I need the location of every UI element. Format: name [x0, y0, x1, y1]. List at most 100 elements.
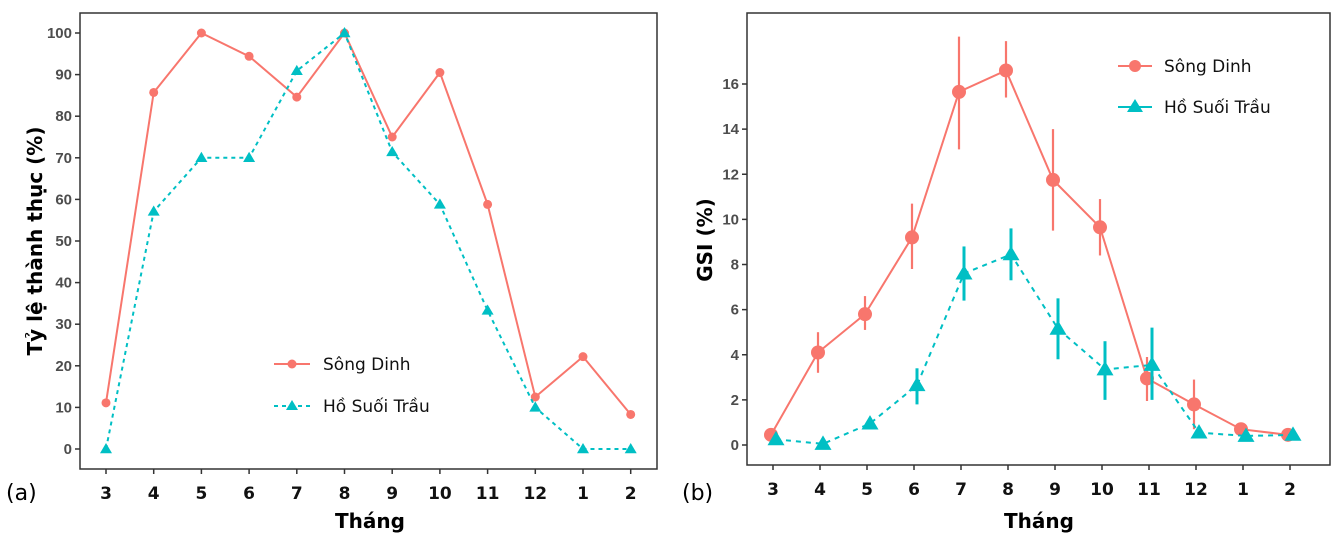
data-point	[100, 443, 112, 454]
data-point	[529, 401, 542, 412]
panel-a-series	[100, 27, 637, 454]
data-point	[767, 430, 785, 446]
x-tick-label: 12	[523, 484, 547, 504]
y-tick-label: 12	[722, 166, 739, 183]
series-ho-suoi-trau	[100, 27, 637, 454]
data-point	[905, 230, 919, 245]
x-tick-label: 7	[955, 480, 967, 500]
data-point	[1187, 397, 1201, 412]
data-point	[626, 409, 636, 419]
legend-marker-circle	[1129, 60, 1141, 72]
y-tick-label: 10	[722, 211, 739, 228]
y-tick-label: 0	[64, 441, 72, 458]
data-point	[290, 64, 303, 76]
panel-b-x-axis-title: Tháng	[1004, 509, 1074, 533]
data-point	[858, 307, 872, 322]
legend-item-song-dinh: Sông Dinh	[274, 355, 411, 375]
data-point	[101, 398, 111, 408]
data-point	[955, 265, 973, 280]
series-song-dinh	[101, 28, 636, 419]
y-tick-label: 20	[55, 358, 72, 375]
data-point	[1237, 427, 1255, 442]
data-point	[292, 92, 302, 102]
data-point	[1093, 220, 1107, 235]
x-tick-label: 6	[908, 480, 920, 500]
data-point	[1049, 320, 1067, 335]
data-point	[195, 151, 208, 162]
data-point	[999, 63, 1013, 78]
y-tick-label: 8	[731, 257, 739, 274]
data-point	[149, 87, 159, 97]
legend-label-song-dinh: Sông Dinh	[323, 355, 411, 375]
panel-b-x-ticks: 3 4 5 6 7 8 9 10 11 12 1 2	[767, 465, 1296, 500]
legend-item-song-dinh: Sông Dinh	[1118, 57, 1252, 77]
y-tick-label: 16	[722, 76, 739, 93]
x-tick-label: 11	[476, 484, 500, 504]
data-point	[578, 352, 588, 362]
panel-a-x-axis-title: Tháng	[335, 509, 405, 533]
x-tick-label: 7	[291, 484, 303, 504]
legend-marker-triangle	[286, 400, 298, 410]
data-point	[1096, 360, 1114, 376]
legend-marker-triangle	[1127, 99, 1143, 112]
data-point	[196, 28, 206, 38]
data-point	[147, 205, 160, 216]
data-point	[1190, 424, 1208, 439]
y-tick-label: 10	[55, 399, 72, 416]
data-point	[243, 151, 256, 162]
data-point	[908, 376, 926, 392]
x-tick-label: 2	[1284, 480, 1296, 500]
y-tick-label: 4	[731, 347, 740, 364]
series-line	[770, 69, 1289, 436]
data-point	[338, 27, 351, 38]
y-tick-label: 6	[731, 302, 739, 319]
x-tick-label: 9	[1049, 480, 1061, 500]
x-tick-label: 9	[386, 484, 398, 504]
data-point	[387, 132, 397, 142]
panel-b-plot-frame	[746, 12, 1331, 466]
x-tick-label: 2	[625, 484, 637, 504]
x-tick-label: 6	[243, 484, 255, 504]
data-point	[952, 84, 966, 99]
panel-b-label: (b)	[682, 481, 713, 506]
panel-b-y-axis-title: GSI (%)	[693, 198, 717, 282]
x-tick-label: 3	[100, 484, 112, 504]
data-point	[577, 443, 589, 454]
legend-label-ho-suoi-trau: Hồ Suối Trầu	[1164, 97, 1271, 118]
x-tick-label: 11	[1137, 480, 1161, 500]
panel-a-label: (a)	[6, 481, 37, 506]
panel-b-series	[764, 36, 1302, 450]
series-line	[105, 31, 632, 416]
x-tick-label: 8	[339, 484, 351, 504]
data-point	[1046, 172, 1060, 187]
x-tick-label: 12	[1184, 480, 1208, 500]
data-point	[481, 304, 494, 315]
data-point	[530, 392, 540, 402]
data-point	[814, 435, 832, 450]
x-tick-label: 5	[195, 484, 207, 504]
x-tick-label: 1	[577, 484, 589, 504]
panel-b-y-ticks: 0 2 4 6 8 10 12 14 16	[722, 76, 747, 454]
panel-a-y-ticks: 0 10 20 30 40 50 60 70 80 90 100	[47, 25, 80, 458]
y-tick-label: 0	[731, 437, 739, 454]
legend-label-ho-suoi-trau: Hồ Suối Trầu	[323, 396, 430, 417]
y-tick-label: 80	[55, 108, 72, 125]
data-point	[483, 199, 493, 209]
data-point	[386, 145, 399, 157]
y-tick-label: 60	[55, 191, 72, 208]
data-point	[811, 345, 825, 360]
data-point	[433, 198, 446, 209]
data-point	[1002, 245, 1020, 261]
x-tick-label: 3	[767, 480, 779, 500]
y-tick-label: 50	[55, 233, 72, 250]
y-tick-label: 30	[55, 316, 72, 333]
data-point	[861, 415, 879, 430]
x-tick-label: 5	[861, 480, 873, 500]
legend-item-ho-suoi-trau: Hồ Suối Trầu	[274, 396, 430, 417]
series-ho-suoi-trau	[767, 228, 1302, 450]
series-line	[105, 31, 631, 450]
legend-item-ho-suoi-trau: Hồ Suối Trầu	[1118, 97, 1271, 118]
data-point	[1143, 356, 1161, 371]
